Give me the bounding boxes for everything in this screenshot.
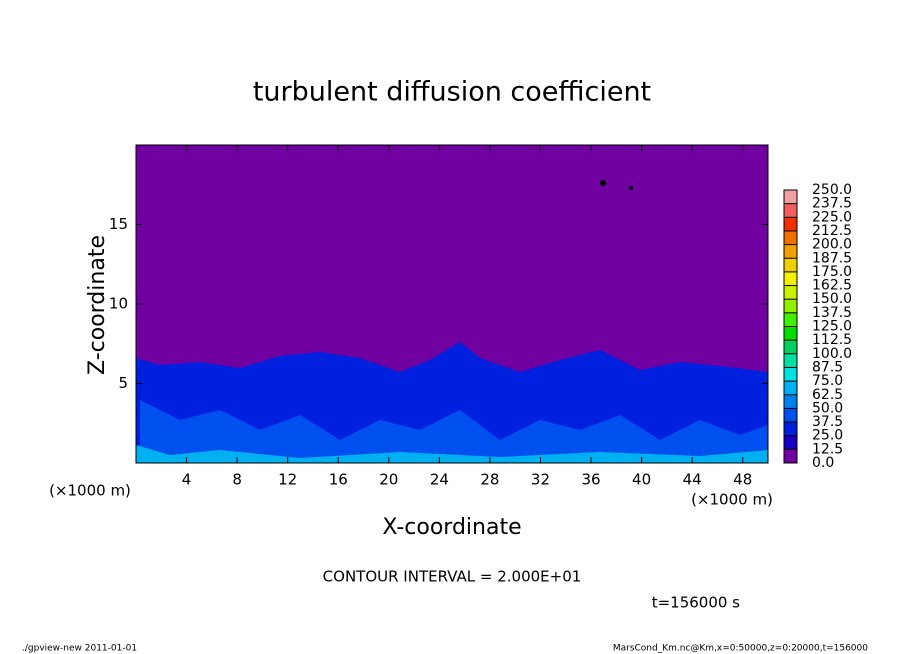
colorbar-swatch [784, 435, 797, 450]
colorbar-swatch [784, 299, 797, 313]
colorbar-swatch [784, 312, 797, 327]
colorbar-swatch [784, 449, 797, 463]
colorbar-label: 100.0 [812, 346, 852, 362]
colorbar-swatch [784, 394, 797, 409]
x-tick-label: 24 [430, 471, 449, 489]
colorbar-swatch [784, 230, 797, 245]
colorbar-label: 0.0 [812, 455, 834, 471]
colorbar-swatch [784, 285, 797, 300]
field-spot [600, 180, 606, 186]
x-tick-label: 44 [683, 471, 702, 489]
y-tick-label: 15 [109, 215, 128, 233]
colorbar-label: 225.0 [812, 209, 852, 225]
x-tick-label: 20 [379, 471, 398, 489]
x-axis-label: X-coordinate [382, 515, 521, 540]
colorbar-label: 62.5 [812, 387, 843, 403]
colorbar-label: 150.0 [812, 291, 852, 307]
colorbar-label: 125.0 [812, 319, 852, 335]
colorbar-swatch [784, 244, 797, 259]
x-tick-label: 36 [581, 471, 600, 489]
colorbar-label: 162.5 [812, 278, 852, 294]
footer-right: MarsCond_Km.nc@Km,x=0:50000,z=0:20000,t=… [613, 644, 868, 654]
colorbar-label: 75.0 [812, 373, 843, 389]
colorbar-label: 250.0 [812, 182, 852, 198]
colorbar-swatch [784, 408, 797, 423]
contour-interval: CONTOUR INTERVAL = 2.000E+01 [323, 568, 582, 586]
footer-left: ./gpview-new 2011-01-01 [22, 644, 137, 654]
colorbar-label: 212.5 [812, 223, 852, 239]
colorbar-label: 25.0 [812, 428, 843, 444]
x-tick-label: 12 [278, 471, 297, 489]
colorbar-swatch [784, 340, 797, 354]
x-tick-label: 16 [329, 471, 348, 489]
colorbar-swatch [784, 258, 797, 272]
colorbar-swatch [784, 203, 797, 218]
y-tick-label: 10 [109, 295, 128, 313]
x-tick-label: 40 [632, 471, 651, 489]
colorbar-label: 200.0 [812, 237, 852, 253]
field [136, 145, 768, 463]
colorbar-label: 37.5 [812, 414, 843, 430]
x-unit: (×1000 m) [49, 482, 131, 500]
colorbar-swatch [784, 381, 797, 395]
colorbar-label: 237.5 [812, 196, 852, 212]
x-tick-label: 48 [733, 471, 752, 489]
x-tick-label: 4 [182, 471, 192, 489]
x-tick-label: 28 [480, 471, 499, 489]
colorbar-label: 12.5 [812, 441, 843, 457]
field-mid [140, 400, 768, 463]
x-tick-label: 8 [232, 471, 242, 489]
colorbar-label: 112.5 [812, 332, 852, 348]
colorbar-label: 50.0 [812, 400, 843, 416]
x-tick-label: 32 [531, 471, 550, 489]
colorbar-swatch [784, 271, 797, 286]
colorbar-label: 87.5 [812, 359, 843, 375]
colorbar-label: 187.5 [812, 250, 852, 266]
y-tick-label: 5 [118, 374, 128, 392]
colorbar-swatch [784, 422, 797, 436]
time-label: t=156000 s [652, 594, 740, 612]
x-unit: (×1000 m) [691, 491, 773, 509]
field-spot [629, 186, 633, 190]
colorbar-swatch [784, 217, 797, 231]
y-axis-label: Z-coordinate [85, 235, 110, 375]
colorbar-label: 137.5 [812, 305, 852, 321]
colorbar-label: 175.0 [812, 264, 852, 280]
colorbar-swatch [784, 367, 797, 382]
field-bottom [136, 445, 768, 463]
chart-title: turbulent diffusion coefficient [253, 77, 651, 108]
colorbar-swatch [784, 353, 797, 368]
colorbar-swatch [784, 190, 797, 204]
colorbar-swatch [784, 326, 797, 341]
